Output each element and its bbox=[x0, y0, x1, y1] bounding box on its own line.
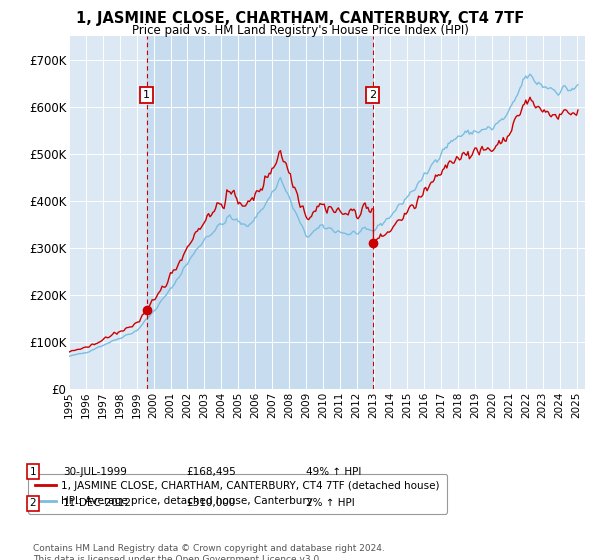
Text: 30-JUL-1999: 30-JUL-1999 bbox=[63, 466, 127, 477]
Legend: 1, JASMINE CLOSE, CHARTHAM, CANTERBURY, CT4 7TF (detached house), HPI: Average p: 1, JASMINE CLOSE, CHARTHAM, CANTERBURY, … bbox=[28, 474, 447, 514]
Text: 1, JASMINE CLOSE, CHARTHAM, CANTERBURY, CT4 7TF: 1, JASMINE CLOSE, CHARTHAM, CANTERBURY, … bbox=[76, 11, 524, 26]
Text: 1: 1 bbox=[143, 90, 150, 100]
Text: £310,000: £310,000 bbox=[186, 498, 235, 508]
Text: 2: 2 bbox=[369, 90, 376, 100]
Text: 2: 2 bbox=[29, 498, 37, 508]
Text: 2% ↑ HPI: 2% ↑ HPI bbox=[306, 498, 355, 508]
Text: 1: 1 bbox=[29, 466, 37, 477]
Text: 11-DEC-2012: 11-DEC-2012 bbox=[63, 498, 132, 508]
Text: Contains HM Land Registry data © Crown copyright and database right 2024.
This d: Contains HM Land Registry data © Crown c… bbox=[33, 544, 385, 560]
Text: 49% ↑ HPI: 49% ↑ HPI bbox=[306, 466, 361, 477]
Bar bbox=[146, 36, 373, 389]
Text: Price paid vs. HM Land Registry's House Price Index (HPI): Price paid vs. HM Land Registry's House … bbox=[131, 24, 469, 36]
Text: £168,495: £168,495 bbox=[186, 466, 236, 477]
